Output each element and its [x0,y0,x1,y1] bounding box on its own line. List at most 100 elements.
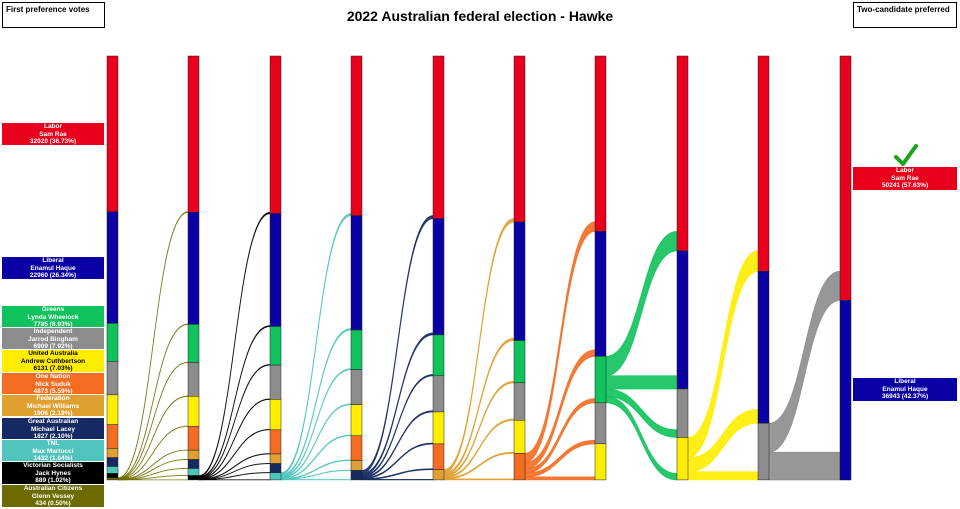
transfer-uap-to-ind [687,471,759,481]
transfer-fed-to-onp [443,478,515,481]
bar-segment-alp-stage-7 [676,55,689,252]
label-votes: 32020 (36.73%) [29,138,77,145]
carry-ind-stage-1 [199,362,270,398]
label-votes: 1906 (2.19%) [33,410,73,416]
first-pref-label-gap: Great Australian Michael Lacey 1827 (2.10%… [2,418,104,439]
bar-segment-fed-stage-3 [350,460,363,471]
first-pref-label-vs: Victorian Socialists Jack Hynes 889 (1.02%… [2,462,104,484]
carry-alp-stage-5 [525,56,595,222]
bar-segment-ind-stage-7 [676,388,689,438]
bar-segment-alp-stage-9 [839,55,852,301]
label-name: Enamul Haque [882,385,928,393]
bar-segment-grn-stage-1 [187,324,200,363]
bar-segment-grn-stage-2 [269,326,282,366]
bar-segment-onp-stage-2 [269,429,282,455]
tcp-label-alp: Labor Sam Rae 50241 (57.63%) [853,167,957,190]
label-party: TNL [46,440,60,447]
bar-segment-gap-stage-1 [187,459,200,469]
bar-segment-alp-stage-6 [594,55,607,232]
label-party: United Australia [28,350,78,357]
bar-segment-lib-stage-0 [106,211,119,324]
bar-segment-alp-stage-8 [757,55,770,272]
first-pref-label-alp: Labor Sam Rae 32020 (36.73%) [2,123,104,145]
bar-segment-fed-stage-2 [269,453,282,464]
bar-segment-uap-stage-4 [432,411,445,445]
bar-segment-grn-stage-4 [432,334,445,377]
label-party: Federation [36,395,70,402]
label-name: Michael Williams [27,402,79,410]
bar-segment-fed-stage-0 [106,448,119,458]
carry-alp-stage-8 [769,56,840,271]
bar-segment-fed-stage-4 [432,469,445,481]
label-votes: 6909 (7.92%) [33,343,73,349]
bar-segment-lib-stage-5 [513,221,526,341]
bar-segment-lib-stage-1 [187,212,200,325]
transfer-grn-to-lib [605,375,678,390]
label-party: Greens [41,306,65,313]
label-votes: 7785 (8.93%) [33,321,73,327]
bar-segment-alp-stage-1 [187,55,200,213]
bar-segment-onp-stage-3 [350,435,363,461]
bar-segment-ind-stage-1 [187,362,200,397]
bar-segment-uap-stage-0 [106,394,119,425]
bar-segment-ind-stage-2 [269,364,282,400]
label-party: Labor [43,123,63,130]
bar-segment-alp-stage-5 [513,55,526,223]
bar-segment-lib-stage-9 [839,300,852,481]
bar-segment-vs-stage-1 [187,475,200,481]
first-pref-label-tnl: TNL Max Martucci 1432 (1.64%) [2,440,104,461]
bar-segment-lib-stage-8 [757,271,770,424]
label-votes: 36943 (42.37%) [881,393,929,401]
carry-lib-stage-3 [362,216,433,333]
bar-segment-uap-stage-2 [269,399,282,431]
label-votes: 1827 (2.10%) [33,433,73,439]
bar-segment-tnl-stage-0 [106,466,119,474]
bar-segment-tnl-stage-2 [269,472,282,481]
bar-segment-alp-stage-4 [432,55,445,219]
label-name: Jack Hynes [35,469,71,477]
label-votes: 4873 (5.59%) [33,388,73,394]
bar-segment-tnl-stage-1 [187,468,200,476]
bar-segment-ind-stage-4 [432,375,445,413]
label-party: Liberal [42,257,64,264]
tcp-label-lib: Liberal Enamul Haque 36943 (42.37%) [853,378,957,401]
bar-segment-grn-stage-3 [350,329,363,370]
bar-segment-gap-stage-0 [106,457,119,467]
transfer-ind-to-lib [768,451,841,481]
first-pref-label-fed: Federation Michael Williams 1906 (2.19%) [2,395,104,416]
bar-segment-uap-stage-1 [187,396,200,427]
bar-segment-lib-stage-3 [350,215,363,331]
first-pref-label-onp: One Nation Nick Suduk 4873 (5.59%) [2,373,104,394]
chart-title: 2022 Australian federal election - Hawke [346,8,614,24]
bar-segment-onp-stage-4 [432,443,445,470]
bar-segment-ind-stage-8 [757,422,770,481]
bar-segment-lib-stage-2 [269,213,282,327]
carry-lib-stage-0 [118,212,188,324]
bar-segment-onp-stage-0 [106,424,119,449]
label-name: Glenn Vessey [31,492,75,500]
label-votes: 22960 (26.34%) [29,272,77,279]
bar-segment-ind-stage-3 [350,369,363,405]
label-party: Liberal [894,378,916,385]
bar-segment-alp-stage-2 [269,55,282,214]
first-pref-label-aca: Australian Citizens Glenn Vessey 434 (0.50… [2,485,104,507]
carry-lib-stage-5 [525,222,595,350]
carry-grn-stage-3 [362,330,433,374]
bar-segment-uap-stage-5 [513,420,526,454]
label-name: Max Martucci [32,447,74,455]
first-preference-header: First preference votes [2,2,105,28]
label-name: Nick Suduk [35,380,71,388]
label-votes: 50241 (57.63%) [881,182,929,190]
bar-segment-onp-stage-1 [187,426,200,451]
transfer-onp-to-uap [524,476,596,481]
carry-alp-stage-3 [362,56,433,216]
carry-alp-stage-7 [688,56,758,251]
carry-alp-stage-2 [281,56,351,214]
carry-alp-stage-4 [444,56,514,219]
bar-segment-onp-stage-5 [513,453,526,481]
label-party: Australian Citizens [23,485,83,492]
label-name: Jarrod Bingham [28,335,78,343]
first-pref-label-grn: Greens Lynda Wheelock 7785 (8.93%) [2,306,104,327]
bar-segment-grn-stage-0 [106,323,119,362]
